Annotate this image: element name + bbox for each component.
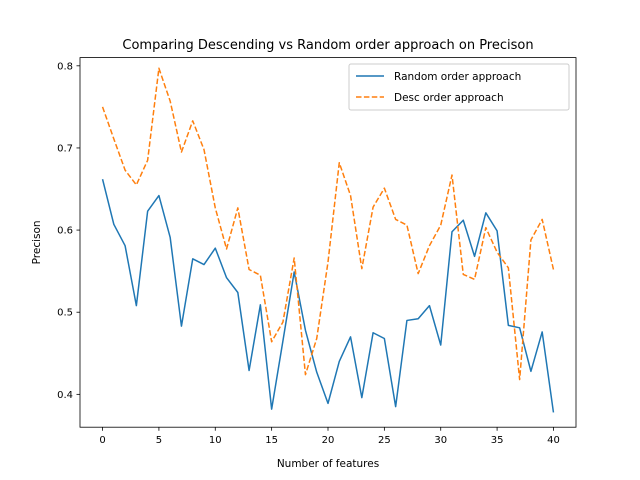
y-tick-label: 0.4: [57, 390, 73, 401]
y-tick-label: 0.5: [57, 308, 73, 319]
legend-box: [348, 63, 570, 111]
series-line-random: [101, 178, 555, 413]
y-axis: 0.4 0.5 0.6 0.7 0.8: [57, 61, 80, 401]
x-tick-label: 35: [491, 435, 504, 446]
x-tick-label: 40: [547, 435, 560, 446]
legend: Random order approach Desc order approac…: [348, 63, 570, 111]
y-tick-label: 0.7: [57, 143, 73, 154]
legend-label-random: Random order approach: [394, 71, 521, 83]
x-tick-label: 20: [322, 435, 335, 446]
y-tick-label: 0.8: [57, 61, 73, 72]
chart-title: Comparing Descending vs Random order app…: [122, 38, 533, 53]
x-tick-label: 15: [265, 435, 278, 446]
x-axis: 0 5 10 15 20 25 30 35 40: [99, 427, 560, 446]
series-layer: [101, 67, 555, 413]
x-tick-label: 0: [99, 435, 105, 446]
x-axis-title: Number of features: [277, 458, 379, 470]
x-tick-label: 10: [209, 435, 222, 446]
x-tick-label: 5: [156, 435, 162, 446]
y-axis-title: Precison: [31, 220, 43, 264]
x-tick-label: 30: [434, 435, 447, 446]
x-tick-label: 25: [378, 435, 391, 446]
legend-label-desc: Desc order approach: [394, 92, 504, 104]
y-tick-label: 0.6: [57, 226, 73, 237]
